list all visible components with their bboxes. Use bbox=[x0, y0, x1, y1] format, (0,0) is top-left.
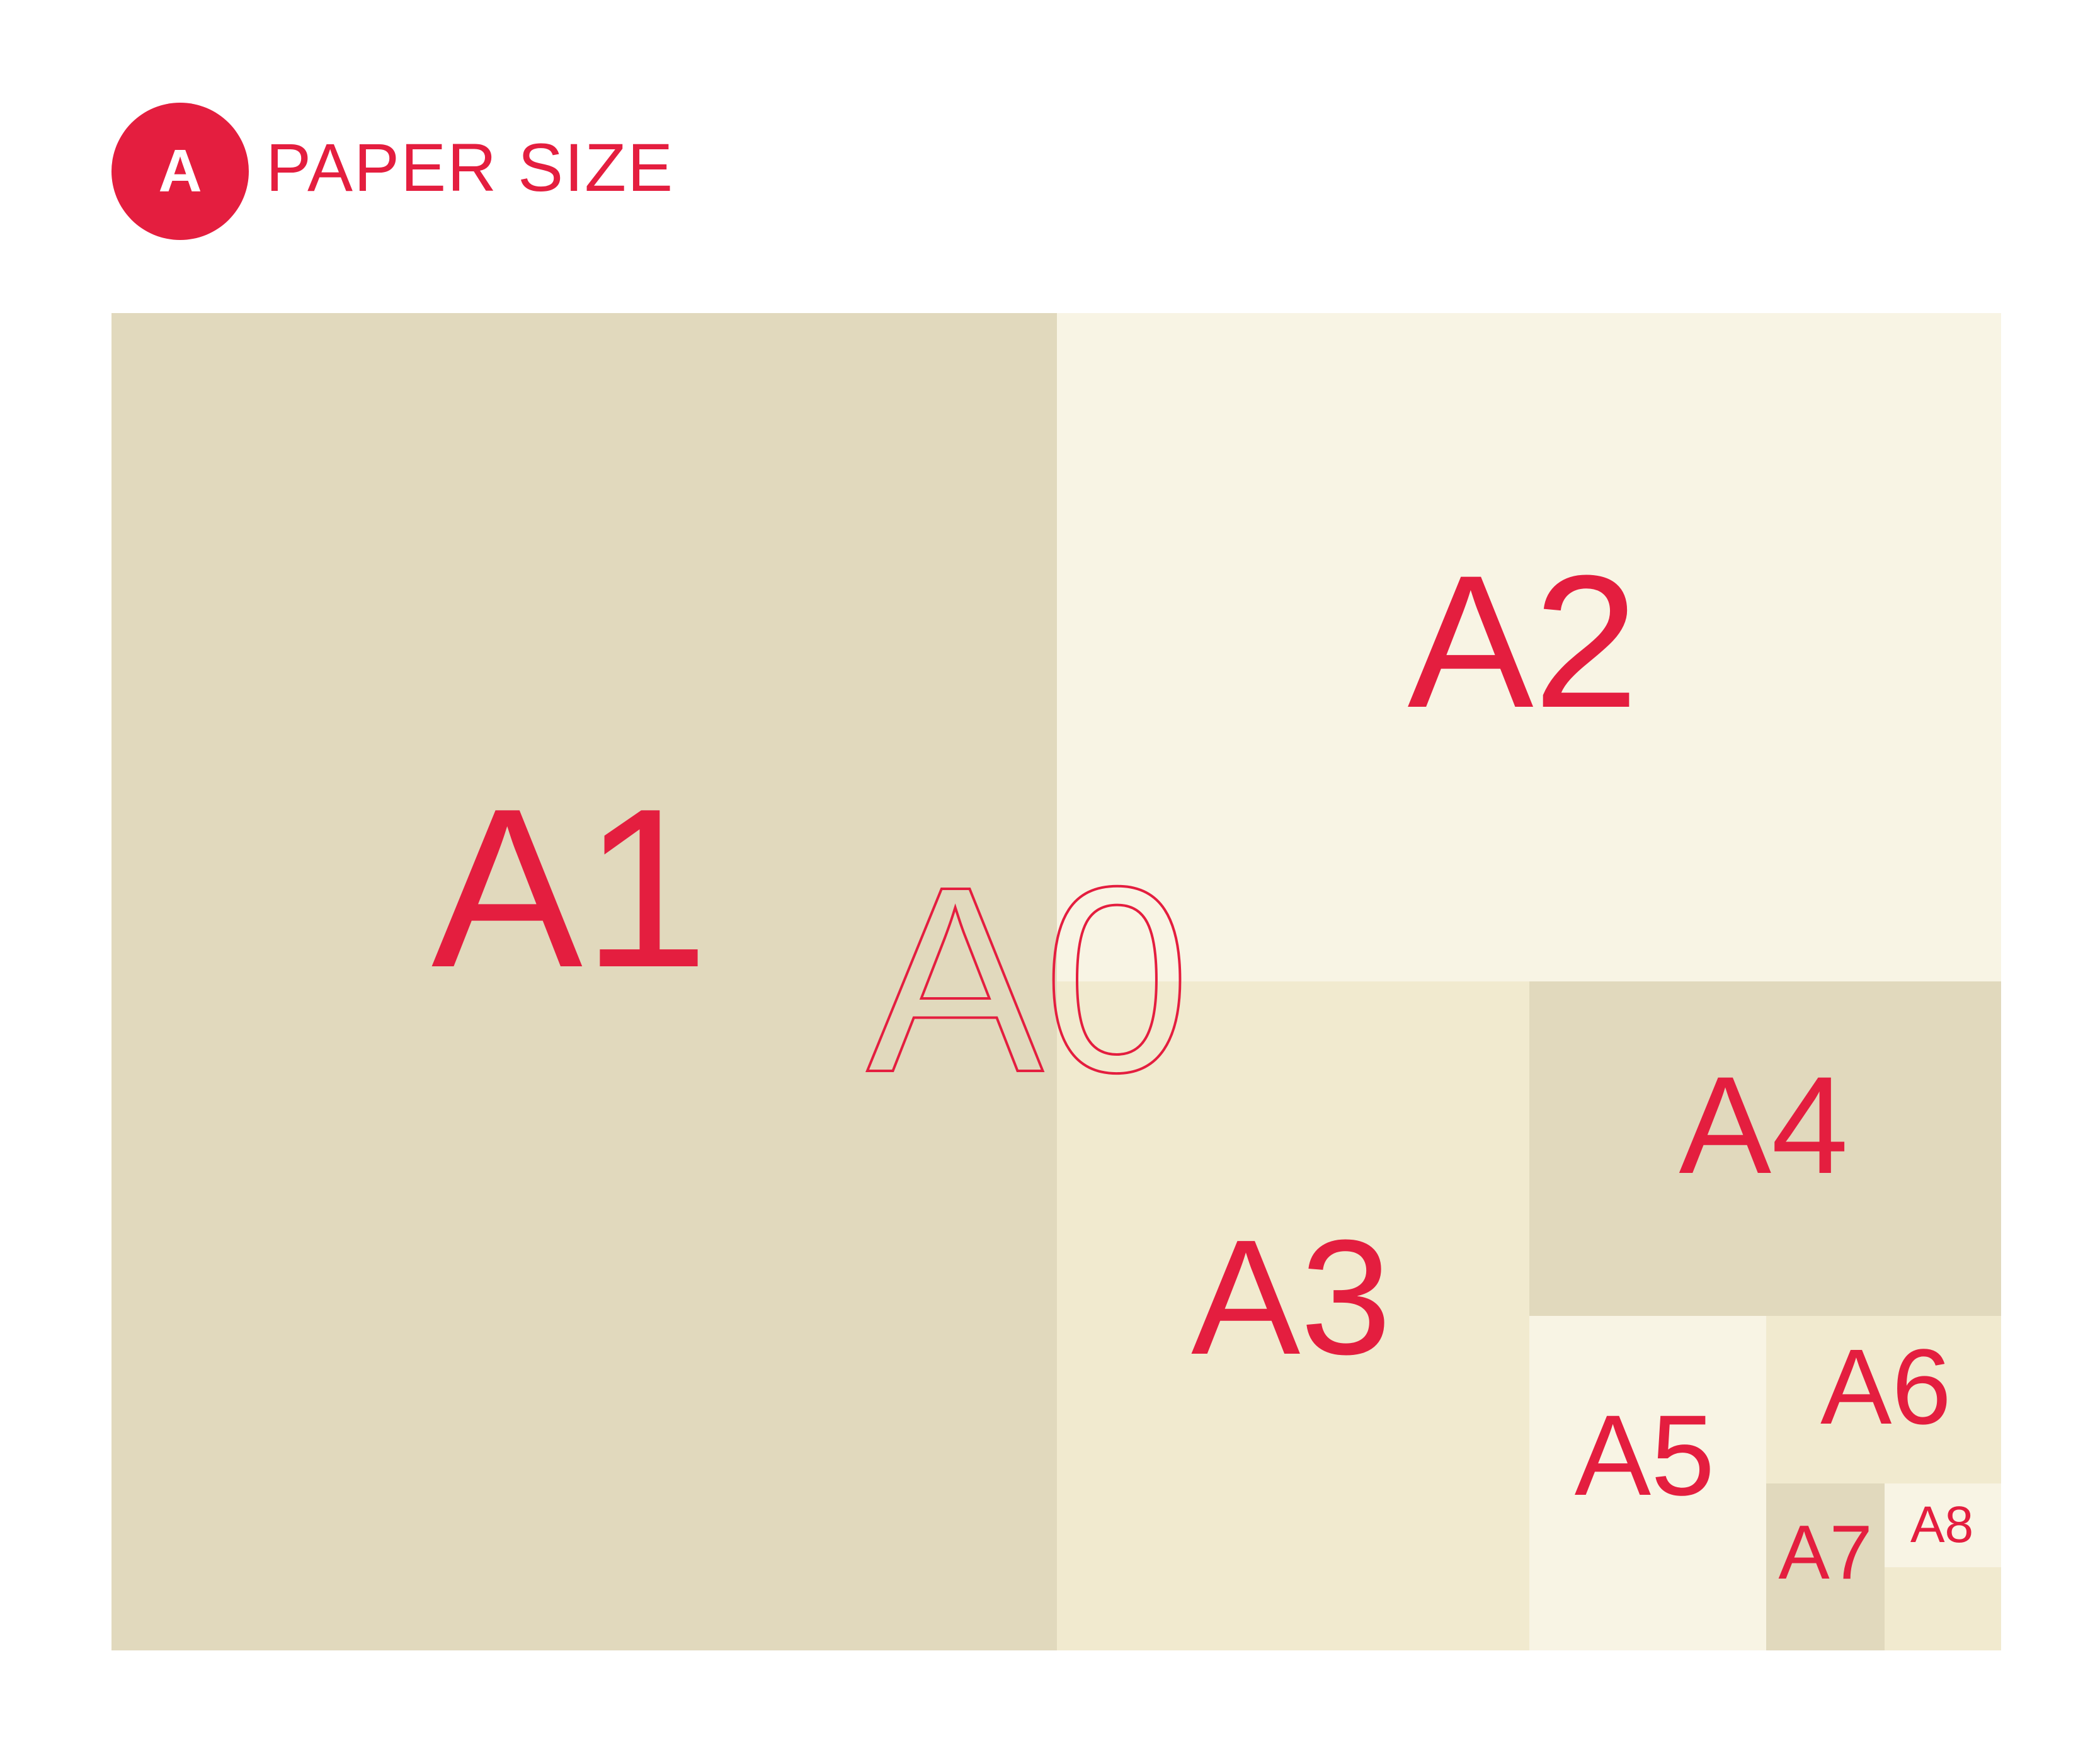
logo-letter: A bbox=[158, 137, 202, 205]
sheet-a1 bbox=[111, 313, 1057, 1650]
sheet-a2-label: A2 bbox=[1407, 535, 1639, 747]
sheet-a0-outline-label: A0 bbox=[867, 832, 1190, 1128]
sheet-a4-label: A4 bbox=[1679, 1048, 1849, 1203]
sheet-a1-label: A1 bbox=[431, 762, 709, 1015]
page-title: PAPER SIZE bbox=[266, 129, 675, 205]
sheet-a5-label: A5 bbox=[1574, 1391, 1715, 1519]
sheet-a7-label: A7 bbox=[1778, 1509, 1873, 1595]
sheet-a6 bbox=[1766, 1316, 2001, 1483]
sheet-a8-label: A8 bbox=[1910, 1496, 1974, 1553]
sheet-a3 bbox=[1057, 981, 1529, 1650]
sheet-a8 bbox=[1885, 1483, 2001, 1567]
sheet-a2 bbox=[1057, 313, 2001, 981]
sheet-a6-label: A6 bbox=[1820, 1327, 1951, 1447]
sheet-a5 bbox=[1529, 1316, 1766, 1650]
sheet-a8-remainder bbox=[1885, 1567, 2001, 1650]
paper-size-logo: A bbox=[111, 103, 249, 240]
sheet-a3-label: A3 bbox=[1190, 1206, 1392, 1389]
sheet-a4 bbox=[1529, 981, 2001, 1316]
sheet-a7 bbox=[1766, 1483, 1885, 1650]
